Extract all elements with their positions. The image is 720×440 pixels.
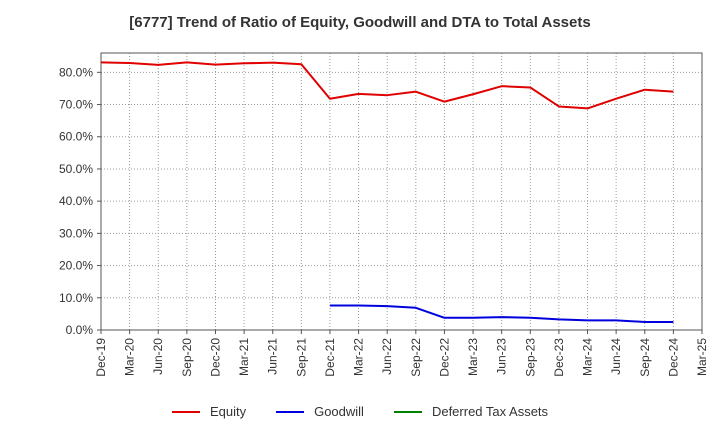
y-tick-label: 40.0% [59,194,93,208]
y-tick-label: 50.0% [59,162,93,176]
x-tick-label: Dec-22 [437,338,451,377]
x-tick-label: Jun-23 [495,338,509,375]
plot-frame [100,52,703,331]
y-tick-label: 10.0% [59,291,93,305]
goodwill-series-line [329,304,674,323]
y-tick-label: 60.0% [59,130,93,144]
y-tick-label: 0.0% [66,323,94,337]
x-tick-label: Sep-21 [294,338,308,377]
x-tick-label: Sep-22 [409,338,423,377]
legend-label: Deferred Tax Assets [431,404,549,419]
legend-item-goodwill: Goodwill [276,404,364,419]
x-tick-label: Mar-20 [123,338,137,376]
y-tick-label: 20.0% [59,259,93,273]
legend-swatch [393,410,422,413]
legend-label: Equity [209,404,247,419]
x-tick-label: Dec-23 [552,338,566,377]
legend-item-deferred-tax-assets: Deferred Tax Assets [393,404,549,419]
x-tick-label: Mar-22 [352,338,366,376]
legend-item-equity: Equity [171,404,247,419]
axis-layer: 0.0% 10.0% 20.0% 30.0% 40.0% 50.0% 60.0% 70.0% 8… [59,52,709,377]
legend: Equity Goodwill Deferred Tax Assets [0,404,720,419]
x-tick-label: Jun-21 [266,338,280,375]
x-tick-label: Mar-23 [466,338,480,376]
x-tick-label: Sep-23 [523,338,537,377]
x-tick-label: Sep-24 [638,338,652,377]
x-tick-label: Jun-24 [609,338,623,375]
x-tick-label: Mar-24 [581,338,595,376]
x-tick-label: Mar-25 [695,338,709,376]
legend-swatch [276,410,305,413]
grid-layer [101,53,702,330]
y-tick-label: 70.0% [59,98,93,112]
series-layer [100,61,674,323]
x-tick-label: Dec-24 [666,338,680,377]
x-tick-label: Mar-21 [237,338,251,376]
y-tick-label: 80.0% [59,65,93,79]
chart-title: [6777] Trend of Ratio of Equity, Goodwil… [129,14,591,31]
x-tick-label: Jun-22 [380,338,394,375]
legend-label: Goodwill [314,404,364,419]
x-tick-label: Dec-21 [323,338,337,377]
x-tick-label: Jun-20 [151,338,165,375]
legend-swatch [171,410,200,413]
y-tick-label: 30.0% [59,226,93,240]
x-tick-label: Dec-20 [208,338,222,377]
x-tick-label: Sep-20 [180,338,194,377]
x-tick-label: Dec-19 [94,338,108,377]
equity-series-line [100,61,674,110]
